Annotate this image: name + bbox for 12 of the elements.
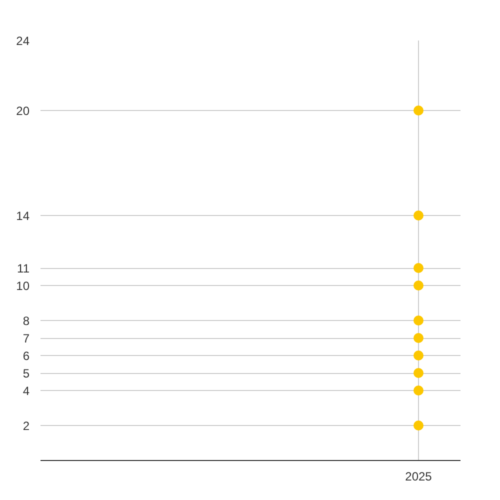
- y-tick-label: 20: [16, 104, 30, 118]
- y-tick-label: 7: [22, 332, 30, 346]
- y-tick-label: 24: [16, 34, 30, 48]
- y-tick-label: 2: [22, 419, 30, 433]
- y-tick-label: 14: [16, 209, 30, 223]
- x-tick-label: 2025: [405, 470, 432, 484]
- y-tick-label: 10: [16, 279, 30, 293]
- y-tick-label: 8: [22, 314, 30, 328]
- y-tick-label: 4: [22, 384, 30, 398]
- y-tick-label: 5: [22, 366, 30, 380]
- y-tick-label: 6: [22, 349, 30, 363]
- y-tick-label: 11: [17, 262, 30, 276]
